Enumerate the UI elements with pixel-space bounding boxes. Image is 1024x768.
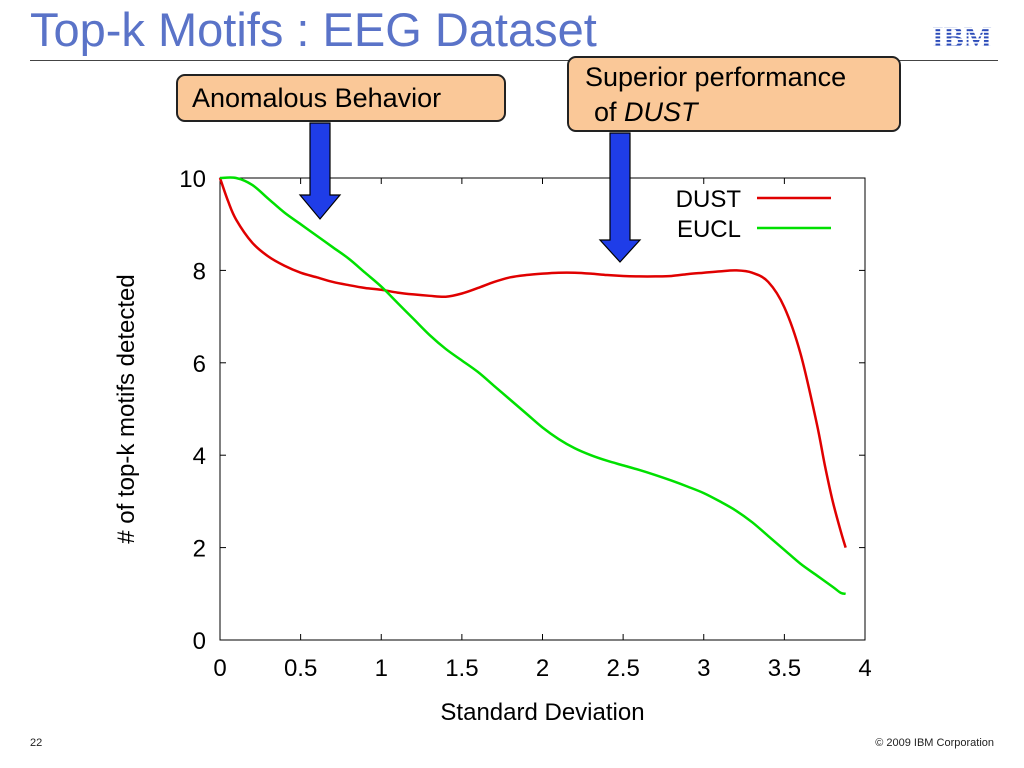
x-tick-label: 0 [213, 655, 226, 682]
x-tick-label: 1 [375, 655, 388, 682]
callout-anomalous-behavior: Anomalous Behavior [176, 74, 506, 122]
y-tick-label: 0 [193, 628, 206, 655]
series-line-eucl [219, 176, 846, 596]
ibm-logo: IBM [932, 22, 992, 52]
y-tick-label: 10 [179, 166, 206, 193]
page-number: 22 [30, 737, 43, 749]
x-tick-label: 2.5 [606, 655, 639, 682]
y-tick-label: 6 [193, 351, 206, 378]
x-axis-label: Standard Deviation [440, 699, 644, 726]
callout-superior-line1: Superior performance [585, 62, 847, 92]
y-tick-label: 8 [193, 258, 206, 285]
legend-label-eucl: EUCL [677, 216, 741, 243]
x-tick-label: 2 [536, 655, 549, 682]
copyright: © 2009 IBM Corporation [875, 737, 994, 749]
arrow-down-icon-superior [598, 132, 642, 263]
callout-superior-line2: of DUST [585, 95, 899, 130]
chart-legend: DUST EUCL [676, 186, 831, 243]
x-tick-label: 3 [697, 655, 710, 682]
plot-frame [219, 177, 866, 641]
chart-series [218, 176, 847, 596]
x-tick-label: 4 [858, 655, 871, 682]
callout-superior-dust: DUST [624, 97, 698, 127]
callout-superior-prefix: of [594, 97, 625, 127]
y-tick-label: 4 [193, 443, 206, 470]
legend-label-dust: DUST [676, 186, 742, 213]
y-axis-label: # of top-k motifs detected [113, 274, 140, 543]
x-tick-label: 1.5 [445, 655, 478, 682]
series-line-dust [218, 177, 847, 548]
title-divider [30, 60, 998, 61]
ibm-logo-text: IBM [932, 22, 992, 52]
slide-title: Top-k Motifs : EEG Dataset [30, 3, 597, 56]
chart-axes: 0 0.5 1 1.5 2 2.5 3 3.5 4 0 2 4 6 8 10 Standard Deviati… [113, 166, 872, 726]
callout-superior-performance: Superior performance of DUST [567, 56, 901, 132]
x-tick-label: 3.5 [768, 655, 801, 682]
arrow-down-icon-anomalous [298, 122, 342, 220]
y-tick-label: 2 [193, 536, 206, 563]
callout-anomalous-text: Anomalous Behavior [192, 83, 442, 113]
callout-arrows [298, 122, 642, 263]
x-tick-label: 0.5 [284, 655, 317, 682]
